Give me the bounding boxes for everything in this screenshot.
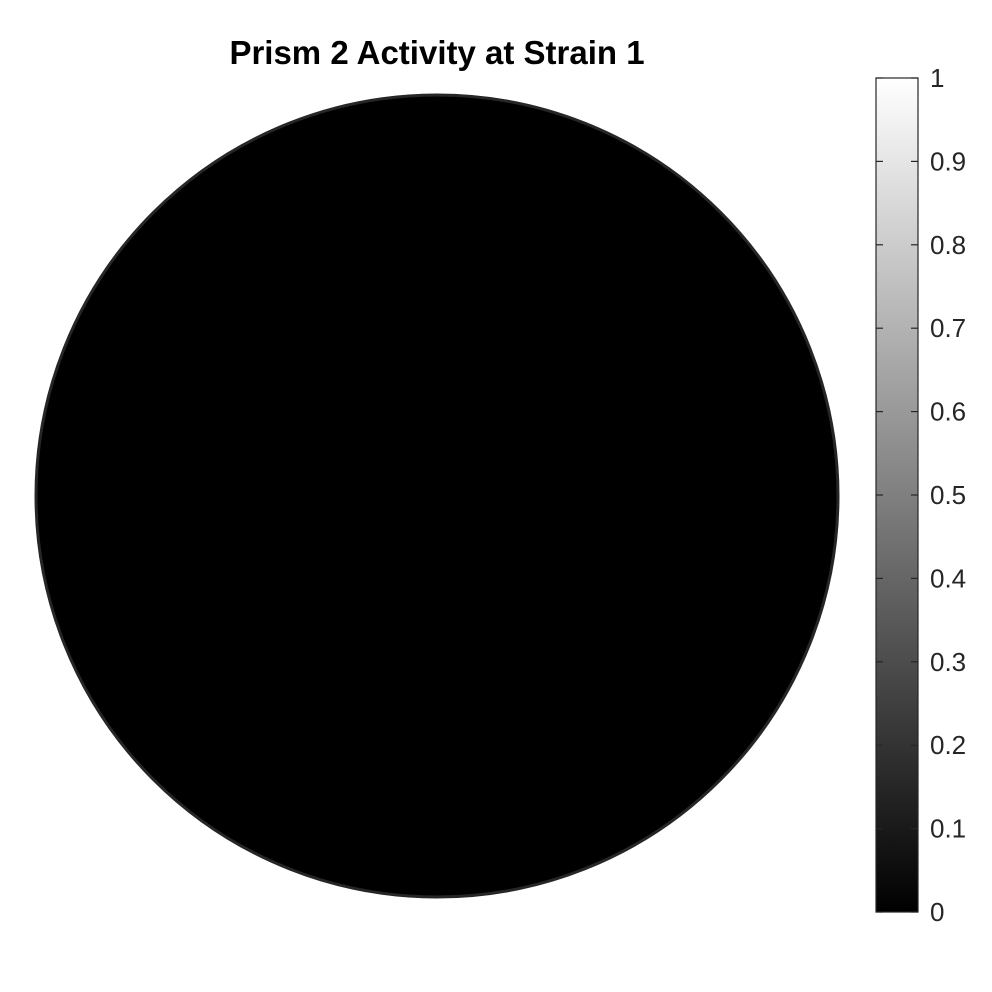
chart-title: Prism 2 Activity at Strain 1 [229, 34, 644, 71]
colorbar-tick-label: 0 [930, 897, 944, 927]
colorbar-tick-label: 0.2 [930, 730, 966, 760]
colorbar-tick-label: 0.6 [930, 397, 966, 427]
colorbar-tick-label: 0.8 [930, 230, 966, 260]
colorbar-tick-label: 0.7 [930, 313, 966, 343]
colorbar-tick-label: 0.1 [930, 814, 966, 844]
colorbar-ticks: 0 0.1 0.2 0.3 0.4 0.5 0.6 0.7 0.8 0.9 1 [876, 63, 966, 927]
colorbar-tick-label: 0.4 [930, 563, 966, 593]
colorbar-tick-label: 0.5 [930, 480, 966, 510]
activity-disk [34, 93, 840, 899]
colorbar-tick-label: 0.3 [930, 647, 966, 677]
colorbar-tick-label: 1 [930, 63, 944, 93]
colorbar: 0 0.1 0.2 0.3 0.4 0.5 0.6 0.7 0.8 0.9 1 [875, 63, 966, 927]
colorbar-tick-label: 0.9 [930, 146, 966, 176]
